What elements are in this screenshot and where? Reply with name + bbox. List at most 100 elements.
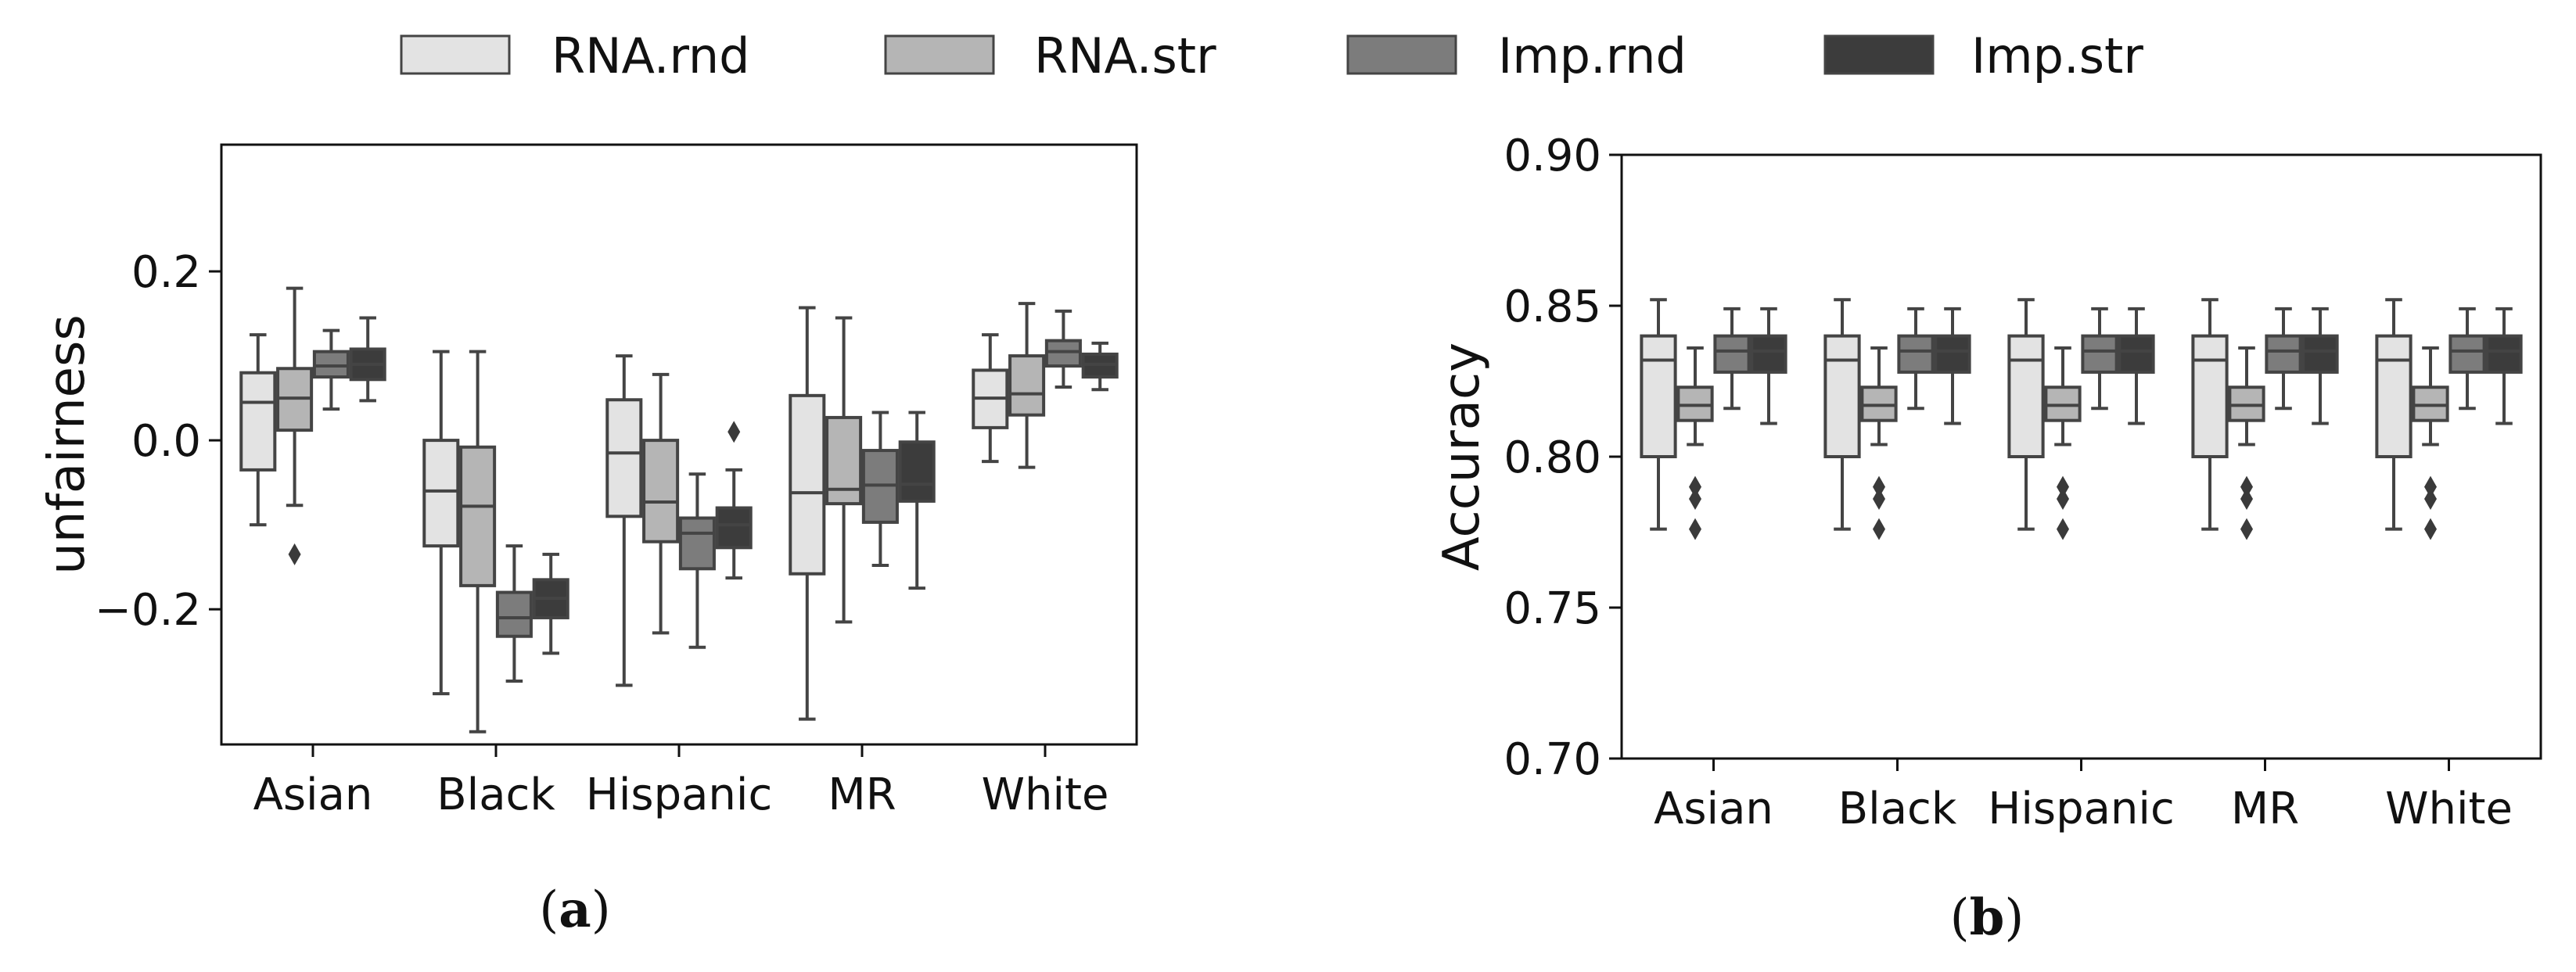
box-body <box>1044 339 1082 368</box>
box-Imp.str <box>2301 307 2339 425</box>
box-body <box>1640 334 1677 458</box>
box-body <box>2448 334 2486 374</box>
box-body <box>495 590 533 638</box>
y-tick-label: 0.0 <box>131 416 201 467</box>
box-body <box>789 393 826 576</box>
box-Imp.str <box>1081 341 1119 392</box>
box-body <box>678 516 716 571</box>
box-outlier <box>2057 475 2069 498</box>
x-tick-label: MR <box>828 769 896 820</box>
x-tick-label: Hispanic <box>1988 784 2175 834</box>
legend-swatch <box>400 34 511 75</box>
box-Imp.str <box>2118 307 2155 425</box>
box-body <box>312 350 350 379</box>
box-RNA.str <box>1860 346 1898 540</box>
legend-label: Imp.str <box>1971 27 2143 84</box>
x-tick-label: Hispanic <box>586 769 773 820</box>
box-RNA.rnd <box>2191 298 2229 531</box>
x-tick-label: White <box>2385 784 2513 834</box>
box-body <box>1897 334 1935 374</box>
box-Imp.rnd <box>1044 309 1082 389</box>
box-Imp.str <box>1750 307 1787 425</box>
box-RNA.rnd <box>422 350 460 696</box>
box-Imp.str <box>715 421 753 580</box>
box-body <box>1934 334 1971 374</box>
box-RNA.rnd <box>2375 298 2413 531</box>
box-outlier <box>1689 488 1701 511</box>
x-tick-label: Asian <box>253 769 373 820</box>
box-body <box>1713 334 1751 374</box>
y-tick-label: 0.90 <box>1504 131 1601 181</box>
legend-swatch <box>1346 34 1457 75</box>
box-RNA.rnd <box>2007 298 2045 531</box>
box-outlier <box>2240 518 2253 540</box>
box-Imp.rnd <box>1897 307 1935 411</box>
y-tick-label: 0.70 <box>1504 734 1601 785</box>
box-body <box>2485 334 2523 374</box>
axes-frame <box>220 143 1138 746</box>
box-RNA.rnd <box>789 306 826 721</box>
y-axis-label: unfairness <box>38 314 96 574</box>
box-outlier <box>1873 488 1885 511</box>
box-body <box>715 506 753 550</box>
legend: RNA.rnd RNA.str Imp.rnd Imp.str <box>400 27 2143 84</box>
box-outlier <box>1873 475 1885 498</box>
box-Imp.rnd <box>495 544 533 683</box>
box-RNA.rnd <box>239 333 277 527</box>
box-RNA.str <box>642 372 680 635</box>
box-body <box>239 371 277 472</box>
box-RNA.str <box>2228 346 2265 540</box>
y-tick-label: −0.2 <box>95 585 201 636</box>
y-tick-label: 0.80 <box>1504 432 1601 483</box>
box-RNA.rnd <box>605 354 643 687</box>
box-Imp.rnd <box>861 411 899 567</box>
box-RNA.str <box>276 286 314 565</box>
box-body <box>2007 334 2045 458</box>
box-body <box>2081 334 2118 374</box>
box-Imp.str <box>898 411 936 590</box>
box-body <box>2375 334 2413 458</box>
legend-swatch <box>1823 34 1935 75</box>
box-RNA.str <box>2044 346 2082 540</box>
panel-a-unfairness: −0.2 0.0 0.2 unfairness Asian Black Hispanic MR… <box>38 143 1138 820</box>
box-RNA.rnd <box>1823 298 1861 531</box>
box-outlier <box>1689 518 1701 540</box>
box-RNA.rnd <box>1640 298 1677 531</box>
box-RNA.str <box>459 350 497 733</box>
axes-frame <box>1620 153 2542 760</box>
box-outlier <box>2240 475 2253 498</box>
box-Imp.str <box>532 552 569 655</box>
box-outlier <box>2424 475 2437 498</box>
box-RNA.str <box>1676 346 1714 540</box>
x-tick-label: MR <box>2231 784 2299 834</box>
box-Imp.rnd <box>1713 307 1751 411</box>
box-Imp.rnd <box>2265 307 2302 411</box>
y-tick-label: 0.75 <box>1504 583 1601 634</box>
legend-label: Imp.rnd <box>1498 27 1687 84</box>
x-tick-label: Asian <box>1654 784 1773 834</box>
panel-b-accuracy: 0.70 0.75 0.80 0.85 0.90 Accuracy Asian Black Hi… <box>1433 131 2542 834</box>
box-Imp.str <box>349 316 386 403</box>
box-outlier <box>2240 488 2253 511</box>
box-Imp.rnd <box>2081 307 2118 411</box>
box-body <box>1008 354 1046 417</box>
x-tick-label: Black <box>1838 784 1957 834</box>
box-Imp.str <box>2485 307 2523 425</box>
y-tick-label: 0.2 <box>131 247 201 298</box>
legend-swatch <box>884 34 995 75</box>
box-body <box>2301 334 2339 374</box>
box-body <box>2265 334 2302 374</box>
box-RNA.rnd <box>972 333 1009 464</box>
box-body <box>605 398 643 518</box>
box-body <box>422 439 460 548</box>
box-RNA.str <box>1008 302 1046 469</box>
box-outlier <box>1689 475 1701 498</box>
box-RNA.str <box>2412 346 2449 540</box>
legend-label: RNA.str <box>1034 27 1216 84</box>
box-body <box>642 439 680 543</box>
box-RNA.str <box>825 316 863 624</box>
box-body <box>2118 334 2155 374</box>
box-Imp.rnd <box>2448 307 2486 411</box>
caption-a: (a) <box>539 881 610 939</box>
